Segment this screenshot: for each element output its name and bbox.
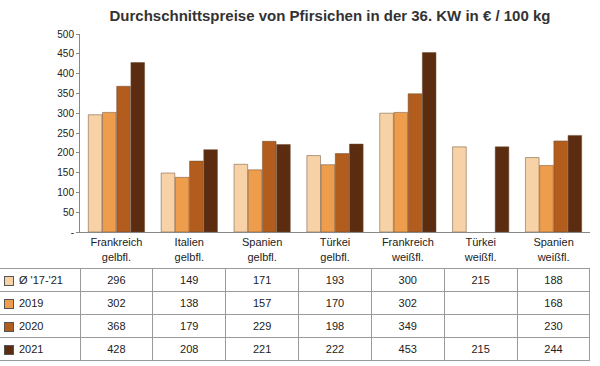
html-text:138: 138 xyxy=(180,297,199,309)
html-text:302: 302 xyxy=(398,297,417,309)
html-text:230: 230 xyxy=(544,320,563,332)
html-text:428: 428 xyxy=(107,343,126,355)
svg-text:-: - xyxy=(71,227,74,238)
svg-text:300: 300 xyxy=(57,108,74,119)
html-text:208: 208 xyxy=(180,343,199,355)
html-text:Ø '17-'21: Ø '17-'21 xyxy=(19,274,63,286)
svg-text:250: 250 xyxy=(57,128,74,139)
html-text:193: 193 xyxy=(325,274,345,286)
html-text:198: 198 xyxy=(325,320,345,332)
svg-text:Frankreichweißfl.: Frankreichweißfl. xyxy=(382,236,434,262)
html-text:188: 188 xyxy=(544,274,563,286)
html-text:300: 300 xyxy=(398,274,417,286)
svg-text:150: 150 xyxy=(57,167,74,178)
html-text:453: 453 xyxy=(398,343,417,355)
svg-text:350: 350 xyxy=(57,88,74,99)
html-text:296: 296 xyxy=(107,274,126,286)
svg-text:Spanienweißfl.: Spanienweißfl. xyxy=(533,236,573,262)
svg-text:500: 500 xyxy=(57,29,74,40)
svg-text:Türkeiweißfl.: Türkeiweißfl. xyxy=(464,236,497,262)
html-text:170: 170 xyxy=(325,297,345,309)
html-text:168: 168 xyxy=(544,297,563,309)
html-text:221: 221 xyxy=(252,343,272,355)
html-text:2021: 2021 xyxy=(19,343,44,355)
html-text:171: 171 xyxy=(252,274,272,286)
html-text:179: 179 xyxy=(180,320,199,332)
html-text:244: 244 xyxy=(544,343,563,355)
html-text:222: 222 xyxy=(325,343,345,355)
html-text:2020: 2020 xyxy=(19,320,44,332)
svg-text:100: 100 xyxy=(57,187,74,198)
svg-text:Italiengelbfl.: Italiengelbfl. xyxy=(175,236,204,262)
html-text:368: 368 xyxy=(107,320,126,332)
html-text:229: 229 xyxy=(252,320,272,332)
svg-text:450: 450 xyxy=(57,48,74,59)
html-text:215: 215 xyxy=(471,343,490,355)
html-text:349: 349 xyxy=(398,320,417,332)
svg-text:Durchschnittspreise von Pfirsi: Durchschnittspreise von Pfirsichen in de… xyxy=(110,7,551,24)
svg-text:400: 400 xyxy=(57,68,74,79)
svg-text:50: 50 xyxy=(63,207,75,218)
html-text:157: 157 xyxy=(252,297,272,309)
html-text:215: 215 xyxy=(471,274,490,286)
svg-text:200: 200 xyxy=(57,147,74,158)
svg-text:Türkeigelbfl.: Türkeigelbfl. xyxy=(320,236,351,262)
html-text:149: 149 xyxy=(180,274,199,286)
svg-text:Spaniengelbfl.: Spaniengelbfl. xyxy=(242,236,282,262)
html-text:302: 302 xyxy=(107,297,126,309)
html-text:2019: 2019 xyxy=(19,297,44,309)
svg-text:Frankreichgelbfl.: Frankreichgelbfl. xyxy=(90,236,142,262)
